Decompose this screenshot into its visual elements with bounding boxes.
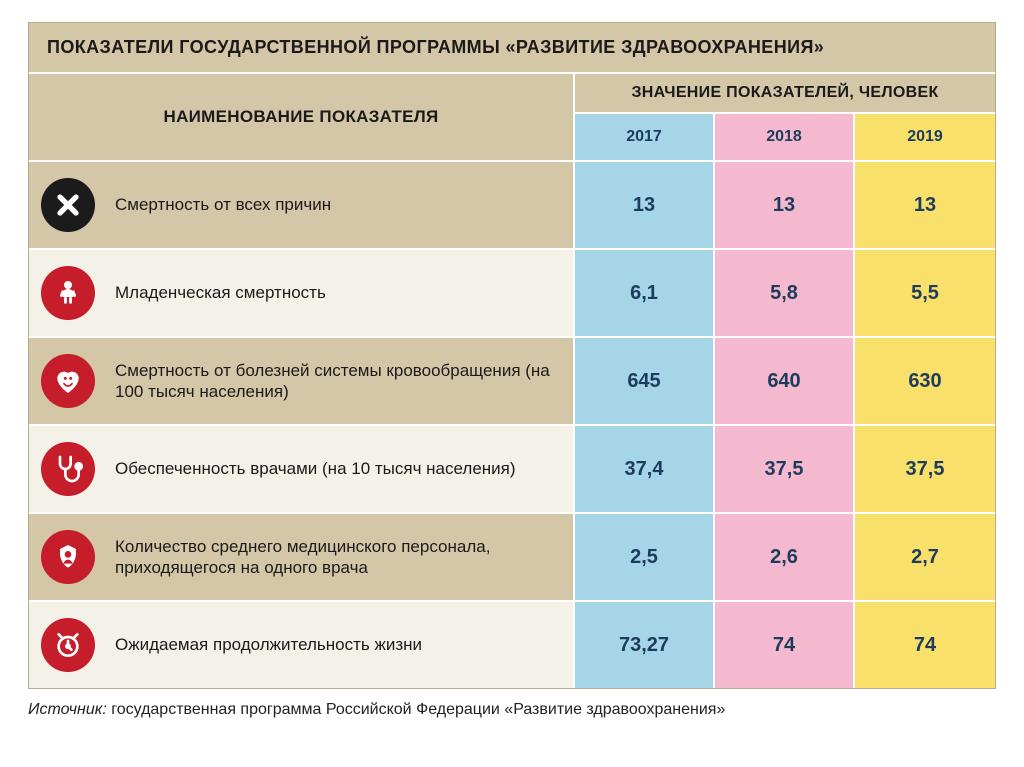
- row-label-text: Младенческая смертность: [115, 282, 555, 303]
- stethoscope-icon: [41, 442, 95, 496]
- header-values-label: ЗНАЧЕНИЕ ПОКАЗАТЕЛЕЙ, ЧЕЛОВЕК: [575, 74, 995, 114]
- value-cell: 645: [575, 338, 715, 424]
- row-label-text: Смертность от всех причин: [115, 194, 555, 215]
- value-cell: 73,27: [575, 602, 715, 688]
- table-row: Количество среднего медицинского персона…: [29, 512, 995, 600]
- row-label: Количество среднего медицинского персона…: [29, 514, 575, 600]
- value-cell: 5,8: [715, 250, 855, 336]
- table-row: Ожидаемая продолжительность жизни73,2774…: [29, 600, 995, 688]
- value-cell: 5,5: [855, 250, 995, 336]
- header-indicator-label: НАИМЕНОВАНИЕ ПОКАЗАТЕЛЯ: [29, 74, 575, 160]
- value-cell: 630: [855, 338, 995, 424]
- infographic-table: ПОКАЗАТЕЛИ ГОСУДАРСТВЕННОЙ ПРОГРАММЫ «РА…: [28, 22, 996, 689]
- value-cell: 2,6: [715, 514, 855, 600]
- value-cell: 13: [855, 162, 995, 248]
- table-row: Смертность от болезней системы кровообра…: [29, 336, 995, 424]
- value-cell: 13: [575, 162, 715, 248]
- table-header: НАИМЕНОВАНИЕ ПОКАЗАТЕЛЯ ЗНАЧЕНИЕ ПОКАЗАТ…: [29, 74, 995, 160]
- value-cell: 74: [715, 602, 855, 688]
- row-label-text: Смертность от болезней системы кровообра…: [115, 360, 555, 403]
- source-line: Источник: государственная программа Росс…: [28, 689, 996, 719]
- source-text: государственная программа Российской Фед…: [107, 701, 726, 718]
- row-label: Смертность от всех причин: [29, 162, 575, 248]
- value-cell: 6,1: [575, 250, 715, 336]
- row-label: Младенческая смертность: [29, 250, 575, 336]
- year-2018: 2018: [715, 114, 855, 160]
- value-cell: 2,5: [575, 514, 715, 600]
- value-cell: 74: [855, 602, 995, 688]
- table-row: Младенческая смертность 6,15,85,5: [29, 248, 995, 336]
- table-row: Обеспеченность врачами (на 10 тысяч насе…: [29, 424, 995, 512]
- baby-icon: [41, 266, 95, 320]
- clock-icon: [41, 618, 95, 672]
- cross-icon: [41, 178, 95, 232]
- table-row: Смертность от всех причин131313: [29, 160, 995, 248]
- value-cell: 2,7: [855, 514, 995, 600]
- value-cell: 13: [715, 162, 855, 248]
- row-label: Ожидаемая продолжительность жизни: [29, 602, 575, 688]
- value-cell: 37,5: [715, 426, 855, 512]
- row-label: Обеспеченность врачами (на 10 тысяч насе…: [29, 426, 575, 512]
- value-cell: 640: [715, 338, 855, 424]
- table-title: ПОКАЗАТЕЛИ ГОСУДАРСТВЕННОЙ ПРОГРАММЫ «РА…: [29, 23, 995, 74]
- row-label-text: Обеспеченность врачами (на 10 тысяч насе…: [115, 458, 555, 479]
- row-label-text: Ожидаемая продолжительность жизни: [115, 634, 555, 655]
- source-label: Источник:: [28, 701, 107, 718]
- nurse-icon: [41, 530, 95, 584]
- year-2019: 2019: [855, 114, 995, 160]
- row-label: Смертность от болезней системы кровообра…: [29, 338, 575, 424]
- value-cell: 37,4: [575, 426, 715, 512]
- value-cell: 37,5: [855, 426, 995, 512]
- row-label-text: Количество среднего медицинского персона…: [115, 536, 555, 579]
- year-2017: 2017: [575, 114, 715, 160]
- heart-icon: [41, 354, 95, 408]
- table-body: Смертность от всех причин131313Младенчес…: [29, 160, 995, 688]
